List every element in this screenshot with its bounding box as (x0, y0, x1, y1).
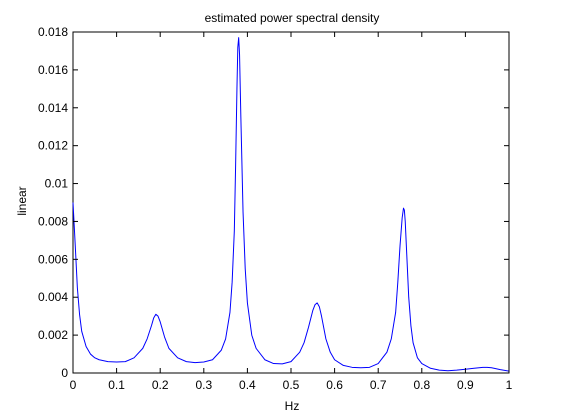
y-tick-label: 0.018 (38, 25, 68, 39)
x-tick-label: 0 (70, 378, 77, 392)
y-axis-label: linear (15, 186, 29, 215)
x-tick-label: 0.8 (413, 378, 430, 392)
chart-title: estimated power spectral density (205, 11, 380, 25)
x-tick-label: 0.5 (283, 378, 300, 392)
x-tick-label: 0.1 (108, 378, 125, 392)
y-axis: 0 0.002 0.004 0.006 0.008 0.01 0.012 0.014 0.016… (38, 25, 509, 380)
psd-line (72, 37, 510, 372)
x-tick-label: 0.2 (152, 378, 169, 392)
y-tick-label: 0 (61, 366, 68, 380)
y-tick-label: 0.006 (38, 252, 68, 266)
y-tick-label: 0.014 (38, 101, 68, 115)
x-axis-label: Hz (285, 399, 300, 413)
x-tick-label: 1 (506, 378, 513, 392)
y-tick-label: 0.016 (38, 63, 68, 77)
plot-frame (72, 31, 510, 374)
x-tick-label: 0.6 (326, 378, 343, 392)
x-tick-label: 0.7 (370, 378, 387, 392)
x-axis: 0 0.1 0.2 0.3 0.4 0.5 0.6 0.7 0.8 0.9 1 (70, 32, 513, 392)
y-tick-label: 0.01 (45, 177, 69, 191)
x-tick-label: 0.4 (239, 378, 256, 392)
x-tick-label: 0.3 (195, 378, 212, 392)
plot-area (72, 31, 510, 374)
y-tick-label: 0.008 (38, 214, 68, 228)
y-tick-label: 0.012 (38, 139, 68, 153)
y-tick-label: 0.004 (38, 290, 68, 304)
x-tick-label: 0.9 (457, 378, 474, 392)
y-tick-label: 0.002 (38, 328, 68, 342)
